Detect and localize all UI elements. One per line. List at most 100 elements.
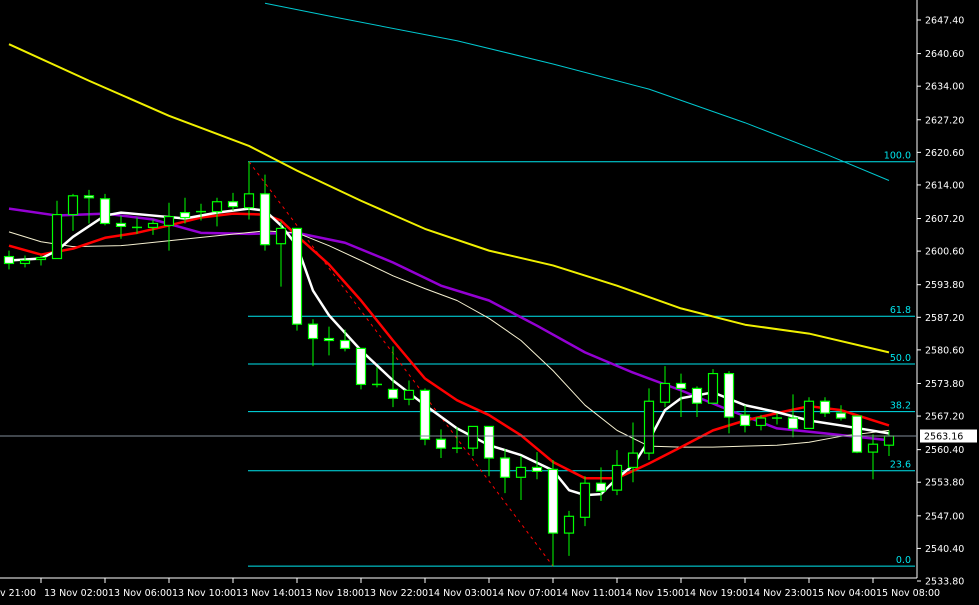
candle-body-bullish (643, 400, 655, 454)
y-axis-tick-label: 2640.60 (925, 49, 964, 60)
candle-body-bullish (35, 256, 47, 261)
x-axis-tick-label: 15 Nov 04:00 (812, 588, 876, 599)
candle-body-bullish (163, 215, 175, 227)
candle-body-bearish (531, 466, 543, 472)
moving-average-line (8, 230, 890, 448)
candle (723, 371, 735, 434)
candle (323, 326, 335, 356)
current-price-line: 2563.16 (0, 429, 977, 443)
candle (147, 219, 159, 235)
candle-body-bearish (819, 400, 831, 414)
y-axis-tick-label: 2560.40 (925, 445, 964, 456)
candle-body-bearish (499, 457, 511, 478)
candle-body-bullish (275, 227, 287, 245)
candle (211, 197, 223, 227)
candle (867, 434, 879, 480)
fib-level-label: 100.0 (884, 151, 911, 162)
candle (675, 373, 687, 418)
x-axis-tick-label: 13 Nov 14:00 (236, 588, 300, 599)
candle (707, 369, 719, 404)
x-axis-tick-label: 13 Nov 22:00 (364, 588, 428, 599)
x-axis-tick-label: v 21:00 (0, 588, 36, 599)
candle-body-bearish (179, 211, 191, 219)
candle-body-bearish (739, 414, 751, 427)
candle (772, 413, 782, 425)
candle (163, 202, 175, 251)
candle-body-bearish (547, 468, 559, 534)
moving-average-line (8, 43, 890, 354)
moving-average-line (8, 212, 890, 480)
candle-body-bullish (627, 452, 639, 469)
candle (275, 221, 287, 287)
candle (531, 452, 543, 480)
candle-body-bearish (723, 372, 735, 418)
fib-level-label: 50.0 (890, 353, 911, 364)
candle (115, 215, 127, 239)
fib-level-label: 38.2 (890, 401, 911, 412)
candle (691, 386, 703, 418)
candle (467, 425, 479, 457)
candle (579, 476, 591, 527)
x-axis-tick-label: 13 Nov 10:00 (172, 588, 236, 599)
candle (452, 427, 462, 454)
candle (51, 200, 63, 260)
current-price-label: 2563.16 (924, 432, 963, 443)
candle-body-bearish (323, 337, 335, 342)
candle (851, 415, 863, 454)
candle-body-bearish (307, 323, 319, 340)
candle-body-bearish (483, 425, 495, 459)
x-axis-tick-label: 14 Nov 03:00 (428, 588, 492, 599)
candle-body-bullish (67, 195, 79, 216)
candle-body-bearish (259, 193, 271, 246)
y-axis-tick-label: 2540.40 (925, 544, 964, 555)
candle (835, 405, 847, 421)
candle-body-bullish (707, 372, 719, 404)
candle-body-bearish (291, 227, 303, 325)
candles (3, 161, 895, 567)
candle-body-bullish (19, 259, 31, 265)
candle (196, 203, 206, 221)
candle (515, 456, 527, 501)
candle-body-bearish (787, 417, 799, 430)
candle (259, 174, 271, 251)
candle-body-bullish (147, 222, 159, 229)
fibonacci-retracement[interactable]: 100.0 61.8 50.0 38.2 23.6 0.0 (248, 151, 915, 567)
candle (611, 450, 623, 496)
candle (755, 415, 767, 431)
y-axis-tick-label: 2587.20 (925, 313, 964, 324)
candle (19, 255, 31, 268)
candle (627, 422, 639, 483)
candle-body-bearish (835, 412, 847, 419)
candle (339, 329, 351, 352)
fib-level-label: 61.8 (890, 305, 911, 316)
y-axis-tick-label: 2627.20 (925, 115, 964, 126)
candle-body-bullish (467, 425, 479, 449)
candle-body-bearish (419, 389, 431, 440)
y-axis-tick-label: 2607.20 (925, 214, 964, 225)
x-axis-tick-label: 14 Nov 11:00 (556, 588, 620, 599)
candle-body-bullish (803, 400, 815, 430)
candle-body-bullish (611, 464, 623, 491)
y-axis-tick-label: 2553.80 (925, 478, 964, 489)
y-axis-tick-label: 2533.80 (925, 577, 964, 588)
x-axis-tick-label: 14 Nov 23:00 (748, 588, 812, 599)
x-axis-tick-label: 15 Nov 08:00 (876, 588, 940, 599)
candle-body-bullish (579, 482, 591, 518)
candle (99, 193, 111, 226)
fib-level-label: 23.6 (890, 460, 911, 471)
candle-body-bearish (339, 339, 351, 350)
candle-body-bullish (51, 213, 63, 260)
candle-body-bullish (883, 435, 895, 446)
candle (819, 397, 831, 418)
candle (132, 217, 142, 234)
candle-body-bullish (563, 515, 575, 534)
candle (419, 388, 431, 446)
candle-body-bullish (515, 466, 527, 478)
candle-body-bearish (435, 438, 447, 449)
candle (3, 250, 15, 270)
y-axis-tick-label: 2620.60 (925, 148, 964, 159)
candle (179, 197, 191, 224)
candle-body-bullish (755, 417, 767, 427)
